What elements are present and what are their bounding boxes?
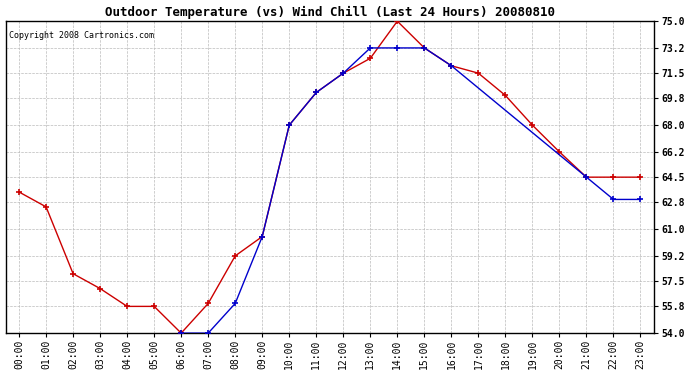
Text: Copyright 2008 Cartronics.com: Copyright 2008 Cartronics.com: [9, 30, 154, 39]
Title: Outdoor Temperature (vs) Wind Chill (Last 24 Hours) 20080810: Outdoor Temperature (vs) Wind Chill (Las…: [105, 6, 555, 19]
